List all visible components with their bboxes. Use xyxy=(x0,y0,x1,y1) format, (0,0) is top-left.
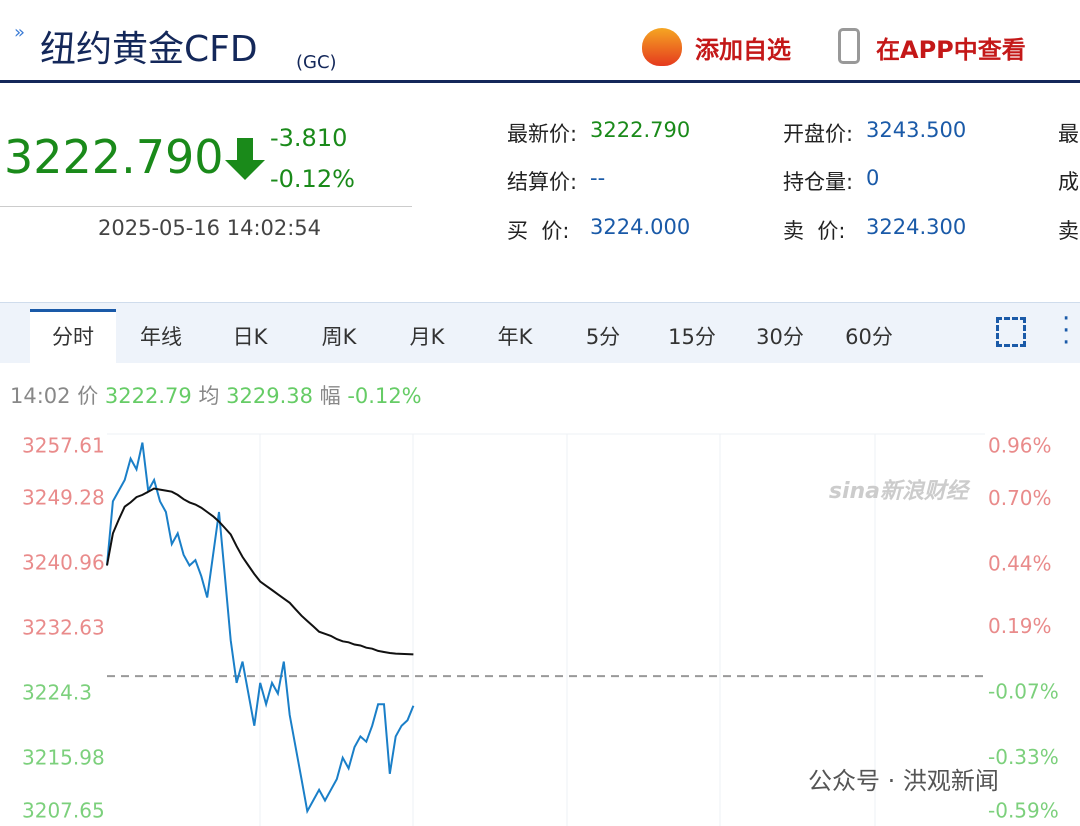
tab[interactable]: 周K xyxy=(321,325,357,349)
info-label: 幅 xyxy=(319,384,341,408)
tab[interactable]: 日K xyxy=(232,325,268,349)
info-value: 3229.38 xyxy=(226,384,313,408)
field-label: 最新价: xyxy=(507,122,578,146)
watermark: sina新浪财经 xyxy=(829,478,971,504)
field-label: 结算价: xyxy=(507,170,578,194)
field-value: -- xyxy=(590,166,606,190)
y2-tick-label: 0.44% xyxy=(988,551,1052,575)
y2-tick-label: 0.96% xyxy=(988,434,1052,458)
field-label: 开盘价: xyxy=(783,122,854,146)
divider xyxy=(0,206,412,207)
tab-bar: · · · 分时 年线 日K 周K 月K 年K 5分 15分 30分 60分 xyxy=(0,302,1080,366)
field-value: 3222.790 xyxy=(590,118,691,142)
title: 纽约黄金CFD xyxy=(40,29,258,70)
watermark: 公众号 · 洪观新闻 xyxy=(808,767,999,795)
y2-tick-label: -0.33% xyxy=(988,745,1059,769)
y-tick-label: 3215.98 xyxy=(22,745,105,769)
series-line xyxy=(106,442,415,815)
tab[interactable]: 月K xyxy=(409,325,445,349)
field-value: 0 xyxy=(866,166,880,190)
active-tab xyxy=(30,309,116,366)
fullscreen-icon[interactable] xyxy=(996,317,1026,347)
timestamp: 2025-05-16 14:02:54 xyxy=(98,216,322,240)
phone-icon xyxy=(838,28,860,64)
field-value: 3224.000 xyxy=(590,215,691,239)
field-label: 最 xyxy=(1058,122,1079,146)
y-tick-label: 3207.65 xyxy=(22,799,105,823)
grid xyxy=(107,433,985,826)
y2-tick-label: -0.59% xyxy=(988,799,1059,823)
info-label: 均 xyxy=(198,384,220,408)
y2-tick-label: 0.19% xyxy=(988,614,1052,638)
y-tick-label: 3249.28 xyxy=(22,486,105,510)
tab[interactable]: 年K xyxy=(497,325,533,349)
tab[interactable]: 30分 xyxy=(756,325,804,349)
y-tick-label: 3240.96 xyxy=(22,550,105,574)
y2-tick-label: 0.70% xyxy=(988,486,1052,510)
y-tick-label: 3232.63 xyxy=(22,616,105,640)
info-time: 14:02 xyxy=(10,384,71,408)
tab[interactable]: 60分 xyxy=(845,325,893,349)
icon: » xyxy=(14,22,26,43)
tab[interactable]: 5分 xyxy=(585,325,621,349)
y2-tick-label: -0.07% xyxy=(988,680,1059,704)
down-arrow xyxy=(225,138,265,180)
code: (GC) xyxy=(296,52,337,73)
field-label: 持仓量: xyxy=(783,170,854,194)
info-value: 3222.79 xyxy=(104,384,192,408)
info-label: 价 xyxy=(77,384,99,408)
fire-icon xyxy=(642,28,682,66)
field-value: 3243.500 xyxy=(866,118,967,142)
field-label: 成 xyxy=(1058,170,1079,194)
tab[interactable]: 分时 xyxy=(52,325,94,349)
field-label: 买 价: xyxy=(507,219,570,243)
app-button[interactable]: 在APP中查看 xyxy=(876,36,1026,64)
field-value: 3224.300 xyxy=(866,215,967,239)
field-label: 卖 价: xyxy=(783,219,846,243)
info-line: 14:02 价 3222.79 均 3229.38 幅 -0.12% xyxy=(10,380,422,410)
tab[interactable]: 15分 xyxy=(668,325,716,349)
field-label: 卖 xyxy=(1058,219,1079,243)
add-button[interactable]: 添加自选 xyxy=(695,36,791,64)
tab[interactable]: 年线 xyxy=(140,325,182,349)
info-value: -0.12% xyxy=(347,384,422,408)
menu-icon[interactable]: · · · xyxy=(1062,304,1071,358)
change: -3.810 xyxy=(270,124,348,152)
change-pct: -0.12% xyxy=(270,165,355,193)
y-tick-label: 3257.61 xyxy=(22,434,105,458)
price: 3222.790 xyxy=(4,130,224,184)
series-line xyxy=(106,487,414,656)
y-tick-label: 3224.3 xyxy=(22,681,92,705)
header: » 纽约黄金CFD (GC) 添加自选 在APP中查看 xyxy=(0,0,1080,83)
